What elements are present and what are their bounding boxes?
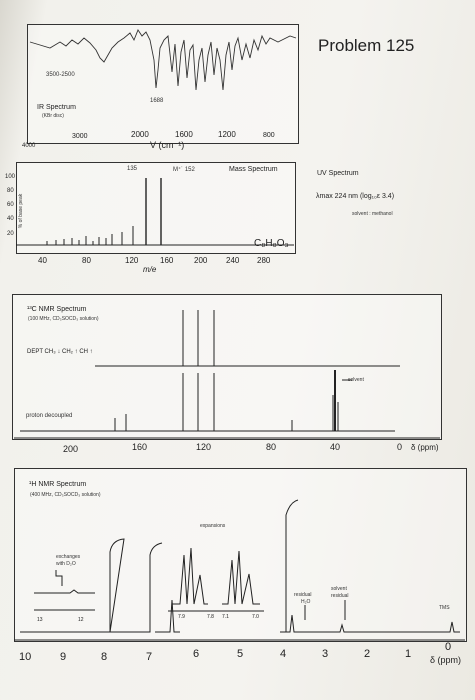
mass-x-tick-120: 120 (125, 256, 139, 265)
mass-x-tick-280: 280 (257, 256, 271, 265)
mass-y-tick-60: 60 (7, 202, 14, 208)
h1-exp-tick-7-8: 7.8 (207, 614, 214, 620)
h1-unit: δ (ppm) (430, 655, 462, 665)
mass-peak-135-label: 135 (127, 166, 138, 172)
h1-solvent-residual-label-2: residual (331, 593, 349, 599)
mass-formula: C₈H₈O₃ (254, 238, 289, 249)
c13-x-tick-200: 200 (63, 444, 79, 454)
h1-exp-tick-7-1: 7.1 (222, 614, 229, 620)
h1-x-tick-2: 2 (364, 648, 371, 660)
mass-x-tick-40: 40 (38, 256, 47, 265)
h1-exchanges-label: exchanges (56, 554, 81, 560)
c13-title: ¹³C NMR Spectrum (27, 306, 87, 313)
h1-residual-h2o-label: residual (294, 592, 312, 598)
h1-x-tick-1: 1 (405, 648, 412, 660)
c13-solvent-label: solvent (348, 377, 364, 383)
h1-exchanges-label-2: with D₂O (56, 561, 76, 567)
h1-x-tick-6: 6 (193, 648, 200, 660)
mass-x-tick-80: 80 (82, 256, 91, 265)
uv-lambda: λmax 224 nm (log₁₀ε 3.4) (316, 193, 395, 200)
c13-proton-decoupled-label: proton decoupled (26, 413, 73, 419)
c13-x-tick-120: 120 (196, 442, 212, 452)
mass-spectrum-panel (16, 162, 296, 254)
h1-expansions-label: expansions (200, 523, 226, 529)
ir-tick-3000: 3000 (72, 133, 88, 140)
h1-title: ¹H NMR Spectrum (29, 481, 87, 488)
mass-molecular-ion-label: M⁺˙ 152 (173, 167, 195, 173)
problem-title: Problem 125 (318, 36, 415, 55)
h1-nmr-panel (14, 468, 467, 642)
c13-unit: δ (ppm) (411, 443, 439, 452)
ir-tick-4000: 4000 (22, 143, 36, 149)
mass-x-tick-200: 200 (194, 256, 208, 265)
c13-nmr-panel (12, 294, 442, 440)
ir-peak-annotation: 1688 (150, 98, 164, 104)
ir-band-annotation: 3500-2500 (46, 72, 75, 78)
c13-subtitle: (100 MHz, CD₃SOCD₃ solution) (28, 316, 99, 322)
h1-residual-h2o-label-2: H₂O (301, 599, 311, 605)
c13-x-tick-160: 160 (132, 442, 148, 452)
uv-solvent: solvent : methanol (352, 211, 393, 217)
c13-x-tick-80: 80 (266, 442, 277, 452)
ir-tick-2000: 2000 (131, 130, 149, 139)
mass-y-tick-20: 20 (7, 231, 14, 237)
ir-tick-800: 800 (263, 132, 275, 139)
mass-x-label: m/e (143, 265, 157, 274)
h1-x-tick-9: 9 (60, 651, 67, 663)
h1-x-tick-8: 8 (101, 651, 108, 663)
h1-solvent-residual-label: solvent (331, 586, 347, 592)
h1-x-tick-7: 7 (146, 651, 153, 663)
mass-x-tick-160: 160 (160, 256, 174, 265)
mass-x-tick-240: 240 (226, 256, 240, 265)
ir-title: IR Spectrum (37, 104, 76, 111)
h1-exp-tick-7-9: 7.9 (178, 614, 185, 620)
h1-subtitle: (400 MHz, CD₃SOCD₃ solution) (30, 492, 101, 498)
c13-dept-label: DEPT CH₃ ↓ CH₂ ↑ CH ↑ (27, 349, 93, 355)
ir-axis-label: V (cm⁻¹) (150, 140, 185, 150)
mass-title: Mass Spectrum (229, 166, 278, 173)
mass-y-tick-80: 80 (7, 188, 14, 194)
h1-x-tick-4: 4 (280, 648, 287, 660)
ir-spectrum-panel (27, 24, 299, 144)
h1-x-tick-10: 10 (19, 651, 32, 663)
h1-x-tick-5: 5 (237, 648, 244, 660)
c13-x-tick-0: 0 (397, 442, 403, 452)
ir-subtitle: (KBr disc) (42, 113, 64, 119)
ir-tick-1600: 1600 (175, 130, 193, 139)
h1-tms-label: TMS (439, 605, 450, 611)
h1-inset-tick-12: 12 (78, 617, 84, 623)
h1-x-tick-3: 3 (322, 648, 329, 660)
h1-exp-tick-7-0: 7.0 (252, 614, 259, 620)
ir-tick-1200: 1200 (218, 130, 236, 139)
h1-inset-tick-13: 13 (37, 617, 43, 623)
mass-y-tick-100: 100 (5, 174, 16, 180)
mass-y-tick-40: 40 (7, 216, 14, 222)
uv-title: UV Spectrum (317, 170, 359, 177)
c13-x-tick-40: 40 (330, 442, 341, 452)
h1-x-tick-0: 0 (445, 641, 452, 653)
